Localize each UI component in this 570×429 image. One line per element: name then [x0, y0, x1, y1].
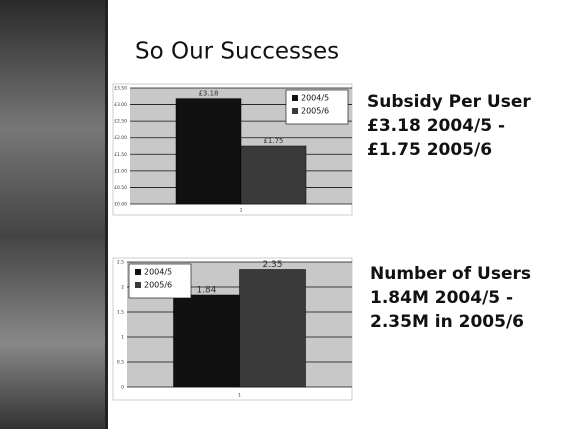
- caption: £1.75 2005/6: [367, 140, 492, 160]
- data-label: 1.84: [196, 286, 216, 296]
- x-tick-label: 1: [238, 393, 241, 399]
- y-tick-label: 0: [121, 385, 124, 391]
- data-label: £3.18: [198, 90, 218, 98]
- y-tick-label: £0.00: [114, 202, 127, 208]
- y-tick-label: £2.00: [114, 135, 127, 141]
- slide: So Our Successes Subsidy Per User £3.18 …: [0, 0, 570, 429]
- bar: [174, 295, 240, 387]
- data-label: 2.35: [262, 260, 282, 270]
- y-tick-label: 0.5: [117, 360, 124, 366]
- y-tick-label: £1.00: [114, 168, 127, 174]
- y-tick-label: 2.5: [117, 260, 124, 266]
- y-tick-label: 2: [121, 285, 124, 291]
- y-tick-label: 1: [121, 335, 124, 341]
- caption: 1.84M 2004/5 -: [370, 288, 513, 308]
- legend-label: 2005/6: [144, 281, 172, 290]
- caption: 2.35M in 2005/6: [370, 312, 524, 332]
- legend-label: 2004/5: [301, 94, 329, 103]
- legend-label: 2004/5: [144, 268, 172, 277]
- y-tick-label: £0.50: [114, 185, 127, 191]
- legend-swatch: [292, 95, 298, 101]
- legend-label: 2005/6: [301, 107, 329, 116]
- y-tick-label: 1.5: [117, 310, 124, 316]
- x-tick-label: 1: [240, 208, 243, 214]
- strip-border: [105, 0, 108, 429]
- caption: £3.18 2004/5 -: [367, 116, 505, 136]
- caption: Number of Users: [370, 264, 531, 284]
- legend-swatch: [292, 108, 298, 114]
- data-label: £1.75: [263, 137, 283, 145]
- y-tick-label: £3.00: [114, 102, 127, 108]
- legend-swatch: [135, 282, 141, 288]
- y-tick-label: £1.50: [114, 152, 127, 158]
- bar: [176, 99, 241, 204]
- bar: [240, 270, 306, 388]
- y-tick-label: £2.50: [114, 119, 127, 125]
- bar: [241, 146, 306, 204]
- decorative-photo-strip: [0, 0, 105, 429]
- y-tick-label: £3.50: [114, 86, 127, 92]
- slide-title: So Our Successes: [135, 39, 339, 65]
- caption: Subsidy Per User: [367, 92, 531, 112]
- legend-swatch: [135, 269, 141, 275]
